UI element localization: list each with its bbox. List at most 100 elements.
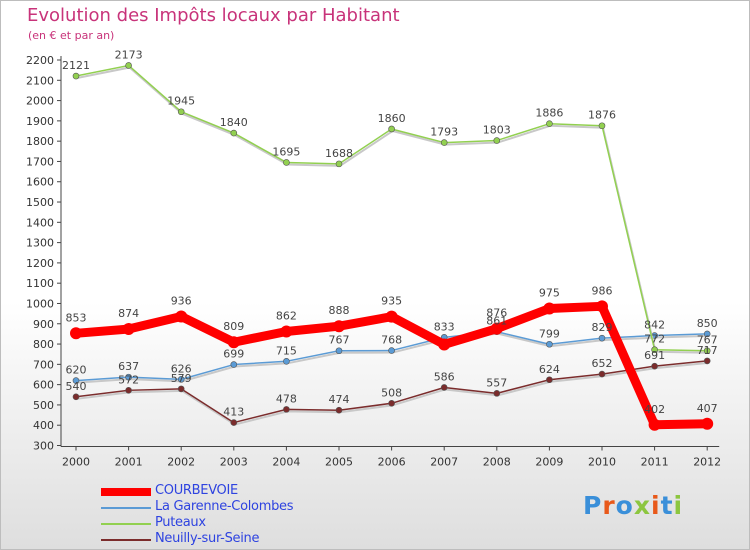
data-label: 2173: [115, 48, 143, 61]
legend-item: Puteaux: [101, 515, 361, 532]
x-tick-label: 2007: [430, 456, 458, 469]
data-label: 508: [381, 386, 402, 399]
data-label: 624: [539, 363, 560, 376]
x-tick-label: 2005: [325, 456, 353, 469]
data-point: [440, 384, 448, 391]
legend: COURBEVOIE La Garenne-Colombes Puteaux Neui…: [101, 483, 361, 548]
data-label: 478: [276, 392, 297, 405]
data-label: 874: [118, 307, 139, 320]
data-point: [177, 385, 185, 393]
data-label: 850: [697, 317, 718, 330]
data-label: 637: [118, 360, 139, 373]
series-puteaux: [72, 62, 711, 355]
data-point: [388, 125, 395, 133]
logo-letter: o: [615, 491, 634, 520]
y-tick-label: 1200: [26, 257, 54, 270]
legend-item: COURBEVOIE: [101, 483, 361, 500]
legend-label: Puteaux: [155, 515, 206, 530]
y-tick-label: 600: [33, 379, 54, 392]
data-label: 652: [592, 357, 613, 370]
data-label: 620: [66, 364, 87, 377]
data-label: 1793: [430, 126, 458, 139]
data-point: [283, 357, 290, 365]
y-tick-label: 1100: [26, 277, 54, 290]
data-label: 888: [329, 304, 350, 317]
data-point: [385, 310, 398, 323]
data-label: 833: [434, 320, 455, 333]
data-label: 768: [381, 334, 402, 347]
data-point: [388, 399, 395, 407]
data-point: [543, 302, 556, 315]
legend-label: Neuilly-sur-Seine: [155, 531, 260, 546]
data-point: [230, 361, 238, 368]
data-point: [703, 347, 711, 355]
data-point: [438, 338, 451, 351]
data-point: [333, 320, 345, 333]
data-point: [230, 129, 238, 137]
x-tick-label: 2011: [641, 456, 669, 469]
y-tick-label: 700: [33, 358, 54, 371]
legend-item: La Garenne-Colombes: [101, 499, 361, 516]
data-label: 975: [539, 287, 560, 300]
data-point: [546, 340, 553, 348]
data-label: 715: [276, 344, 297, 357]
data-point: [651, 362, 658, 370]
data-label: 572: [118, 373, 139, 386]
data-point: [72, 377, 80, 384]
data-point: [701, 417, 714, 430]
y-tick-label: 800: [33, 338, 54, 351]
data-point: [546, 376, 553, 384]
x-tick-label: 2004: [272, 456, 300, 469]
data-label: 2121: [62, 59, 90, 72]
x-tick-label: 2001: [115, 456, 143, 469]
data-point: [335, 406, 343, 414]
data-point: [227, 336, 240, 349]
data-label: 1860: [378, 112, 406, 125]
data-label: 1886: [535, 107, 563, 120]
data-label: 876: [486, 307, 507, 320]
axes: 300 400 500 600 700 800 900 1000 1100 1200 1300 140…: [26, 54, 721, 469]
data-label: 626: [171, 362, 192, 375]
data-label: 862: [276, 309, 297, 322]
data-label: 1695: [272, 145, 300, 158]
data-point: [493, 390, 501, 397]
chart-title: Evolution des Impôts locaux par Habitant: [27, 5, 400, 26]
series-neuilly-sur-seine: [72, 357, 711, 426]
data-label: 767: [329, 334, 350, 347]
data-point: [125, 62, 132, 69]
data-point: [335, 160, 343, 168]
data-point: [703, 357, 711, 365]
y-tick-label: 500: [33, 399, 54, 412]
data-label: 986: [592, 284, 613, 297]
y-tick-label: 900: [33, 318, 54, 331]
y-tick-label: 1800: [26, 135, 54, 148]
legend-label: La Garenne-Colombes: [155, 499, 294, 514]
data-point: [651, 346, 658, 354]
data-point: [230, 419, 238, 426]
data-point: [70, 327, 82, 340]
data-label: 936: [171, 294, 192, 307]
data-point: [598, 122, 606, 130]
data-label: 557: [486, 376, 507, 389]
data-point: [490, 322, 503, 335]
data-label: 861: [486, 315, 507, 328]
data-label: 691: [644, 349, 665, 362]
data-label: 1840: [220, 116, 248, 129]
data-point: [598, 334, 606, 342]
data-label: 540: [66, 380, 87, 393]
data-label: 767: [697, 334, 718, 347]
data-point: [335, 347, 343, 355]
data-point: [177, 376, 185, 383]
data-point: [648, 418, 661, 431]
data-point: [388, 347, 395, 354]
data-label: 413: [223, 406, 244, 419]
logo-letter: i: [651, 491, 661, 520]
data-point: [283, 406, 290, 413]
data-label: 842: [644, 319, 665, 332]
proxiti-logo: Proxiti: [583, 491, 683, 520]
logo-letter: i: [673, 491, 684, 520]
data-label: 1688: [325, 147, 353, 160]
data-label: 1803: [483, 124, 511, 137]
y-tick-label: 1700: [26, 155, 54, 168]
